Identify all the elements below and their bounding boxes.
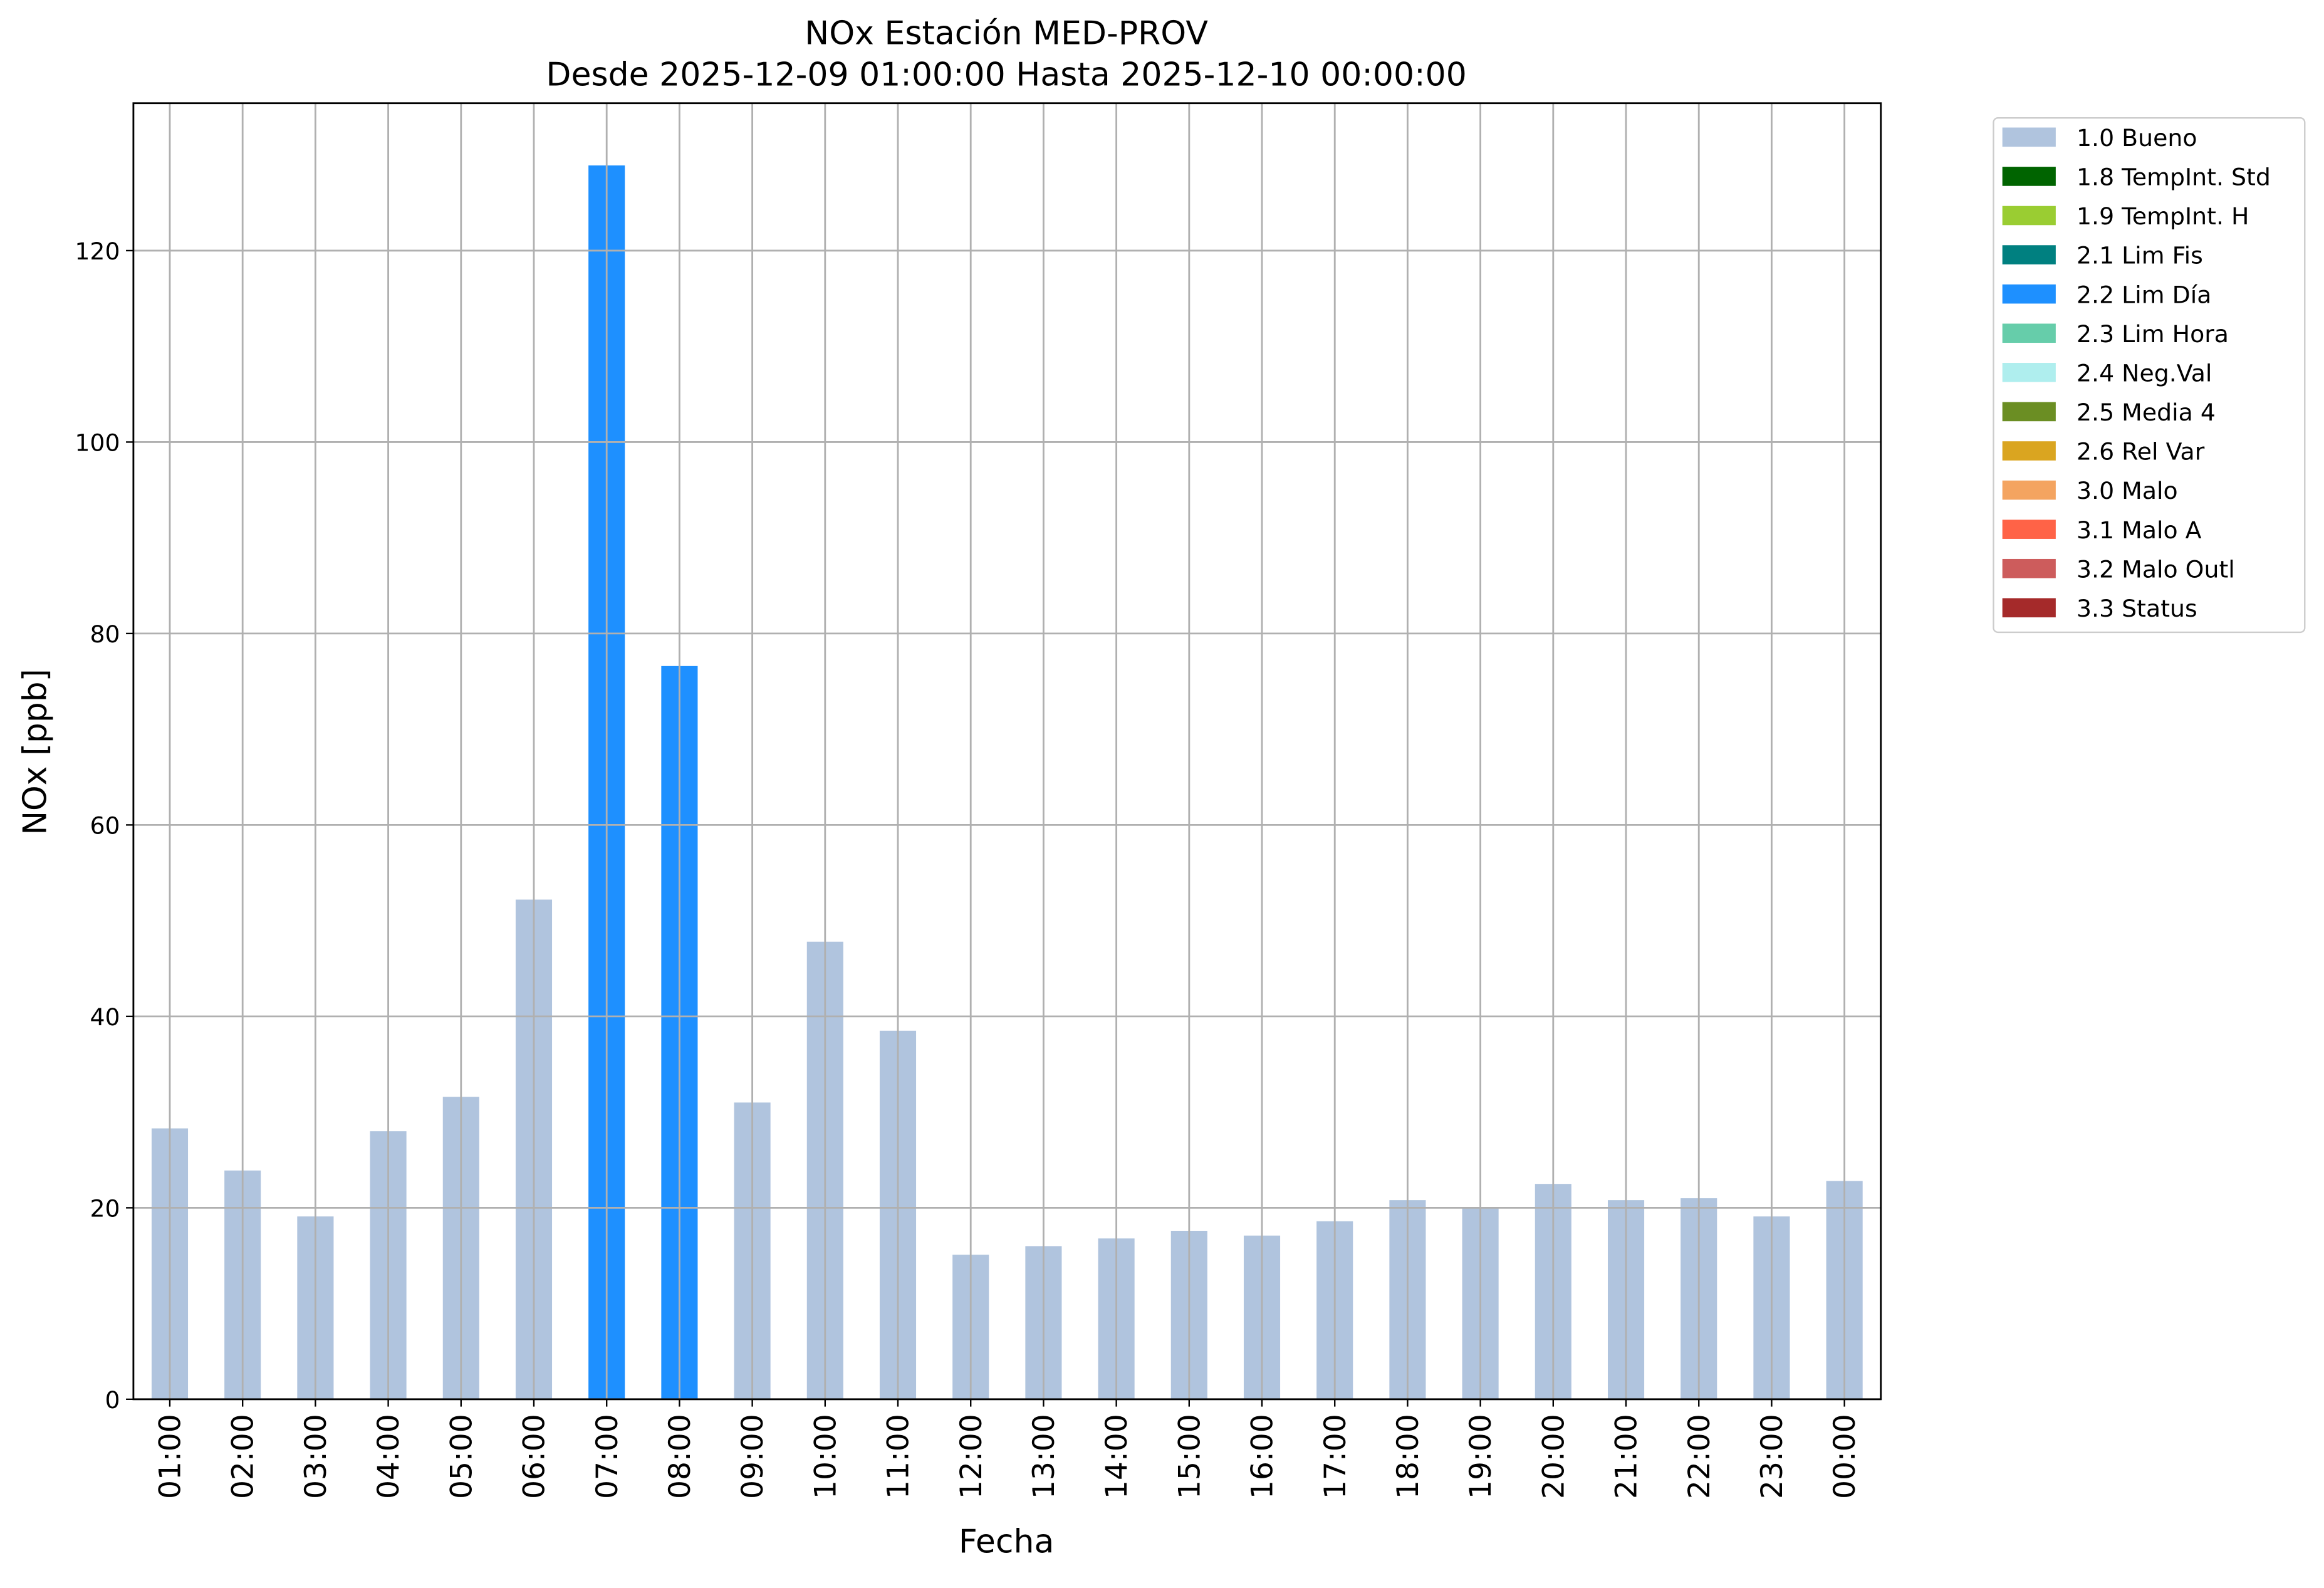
legend-swatch xyxy=(2002,206,2056,226)
x-tick-label: 13:00 xyxy=(1027,1414,1061,1499)
x-tick-label: 19:00 xyxy=(1464,1414,1498,1499)
x-tick-label: 07:00 xyxy=(590,1414,625,1499)
plot-frame xyxy=(132,102,1882,1401)
legend-label: 2.4 Neg.Val xyxy=(2076,360,2212,387)
legend-label: 2.5 Media 4 xyxy=(2076,399,2216,426)
legend-label: 3.0 Malo xyxy=(2076,477,2178,504)
x-tick-label: 00:00 xyxy=(1828,1414,1862,1499)
chart-title: NOx Estación MED-PROV xyxy=(805,15,1208,53)
x-tick-label: 12:00 xyxy=(954,1414,989,1499)
x-tick-label: 14:00 xyxy=(1100,1414,1134,1499)
x-tick-label: 23:00 xyxy=(1755,1414,1790,1499)
legend-swatch xyxy=(2002,245,2056,264)
x-tick-label: 16:00 xyxy=(1245,1414,1279,1499)
x-tick-label: 06:00 xyxy=(517,1414,551,1499)
x-tick-label: 11:00 xyxy=(881,1414,915,1499)
legend-label: 1.8 TempInt. Std xyxy=(2076,164,2271,191)
legend-swatch xyxy=(2002,323,2056,343)
y-axis-label: NOx [ppb] xyxy=(16,669,54,835)
y-tick-label: 120 xyxy=(75,238,120,265)
legend-swatch xyxy=(2002,558,2056,578)
chart-subtitle: Desde 2025-12-09 01:00:00 Hasta 2025-12-… xyxy=(546,56,1466,94)
x-tick-label: 20:00 xyxy=(1536,1414,1571,1499)
legend-box xyxy=(1993,117,2306,634)
legend-swatch xyxy=(2002,127,2056,147)
legend-label: 2.6 Rel Var xyxy=(2076,438,2205,466)
x-tick-label: 21:00 xyxy=(1609,1414,1644,1499)
legend-label: 1.9 TempInt. H xyxy=(2076,202,2249,230)
x-tick-label: 09:00 xyxy=(736,1414,770,1499)
x-tick-label: 22:00 xyxy=(1682,1414,1717,1499)
legend-label: 3.3 Status xyxy=(2076,595,2197,622)
legend-swatch xyxy=(2002,167,2056,186)
y-tick-label: 60 xyxy=(90,812,120,840)
x-tick-label: 03:00 xyxy=(299,1414,333,1499)
legend-label: 2.2 Lim Día xyxy=(2076,281,2212,308)
y-tick-label: 40 xyxy=(90,1003,120,1031)
x-tick-label: 18:00 xyxy=(1391,1414,1425,1499)
x-tick-label: 04:00 xyxy=(372,1414,406,1499)
x-tick-label: 15:00 xyxy=(1172,1414,1207,1499)
x-tick-label: 05:00 xyxy=(444,1414,479,1499)
x-tick-label: 17:00 xyxy=(1318,1414,1353,1499)
legend-label: 2.1 Lim Fis xyxy=(2076,242,2203,269)
x-axis-label: Fecha xyxy=(959,1523,1055,1561)
legend-label: 3.2 Malo Outl xyxy=(2076,555,2235,583)
legend-swatch xyxy=(2002,598,2056,618)
y-tick-label: 20 xyxy=(90,1195,120,1223)
x-tick-label: 10:00 xyxy=(808,1414,843,1499)
x-tick-label: 02:00 xyxy=(226,1414,261,1499)
y-tick-label: 80 xyxy=(90,620,120,648)
legend-label: 3.1 Malo A xyxy=(2076,516,2202,544)
legend-swatch xyxy=(2002,284,2056,304)
y-tick-label: 100 xyxy=(75,429,120,457)
legend-label: 2.3 Lim Hora xyxy=(2076,320,2229,348)
x-tick-label: 08:00 xyxy=(663,1414,697,1499)
y-tick-label: 0 xyxy=(105,1386,120,1414)
legend-swatch xyxy=(2002,441,2056,461)
legend-swatch xyxy=(2002,480,2056,500)
legend-swatch xyxy=(2002,520,2056,539)
legend-swatch xyxy=(2002,402,2056,422)
legend-label: 1.0 Bueno xyxy=(2076,124,2197,152)
x-tick-label: 01:00 xyxy=(153,1414,187,1499)
legend-swatch xyxy=(2002,363,2056,382)
